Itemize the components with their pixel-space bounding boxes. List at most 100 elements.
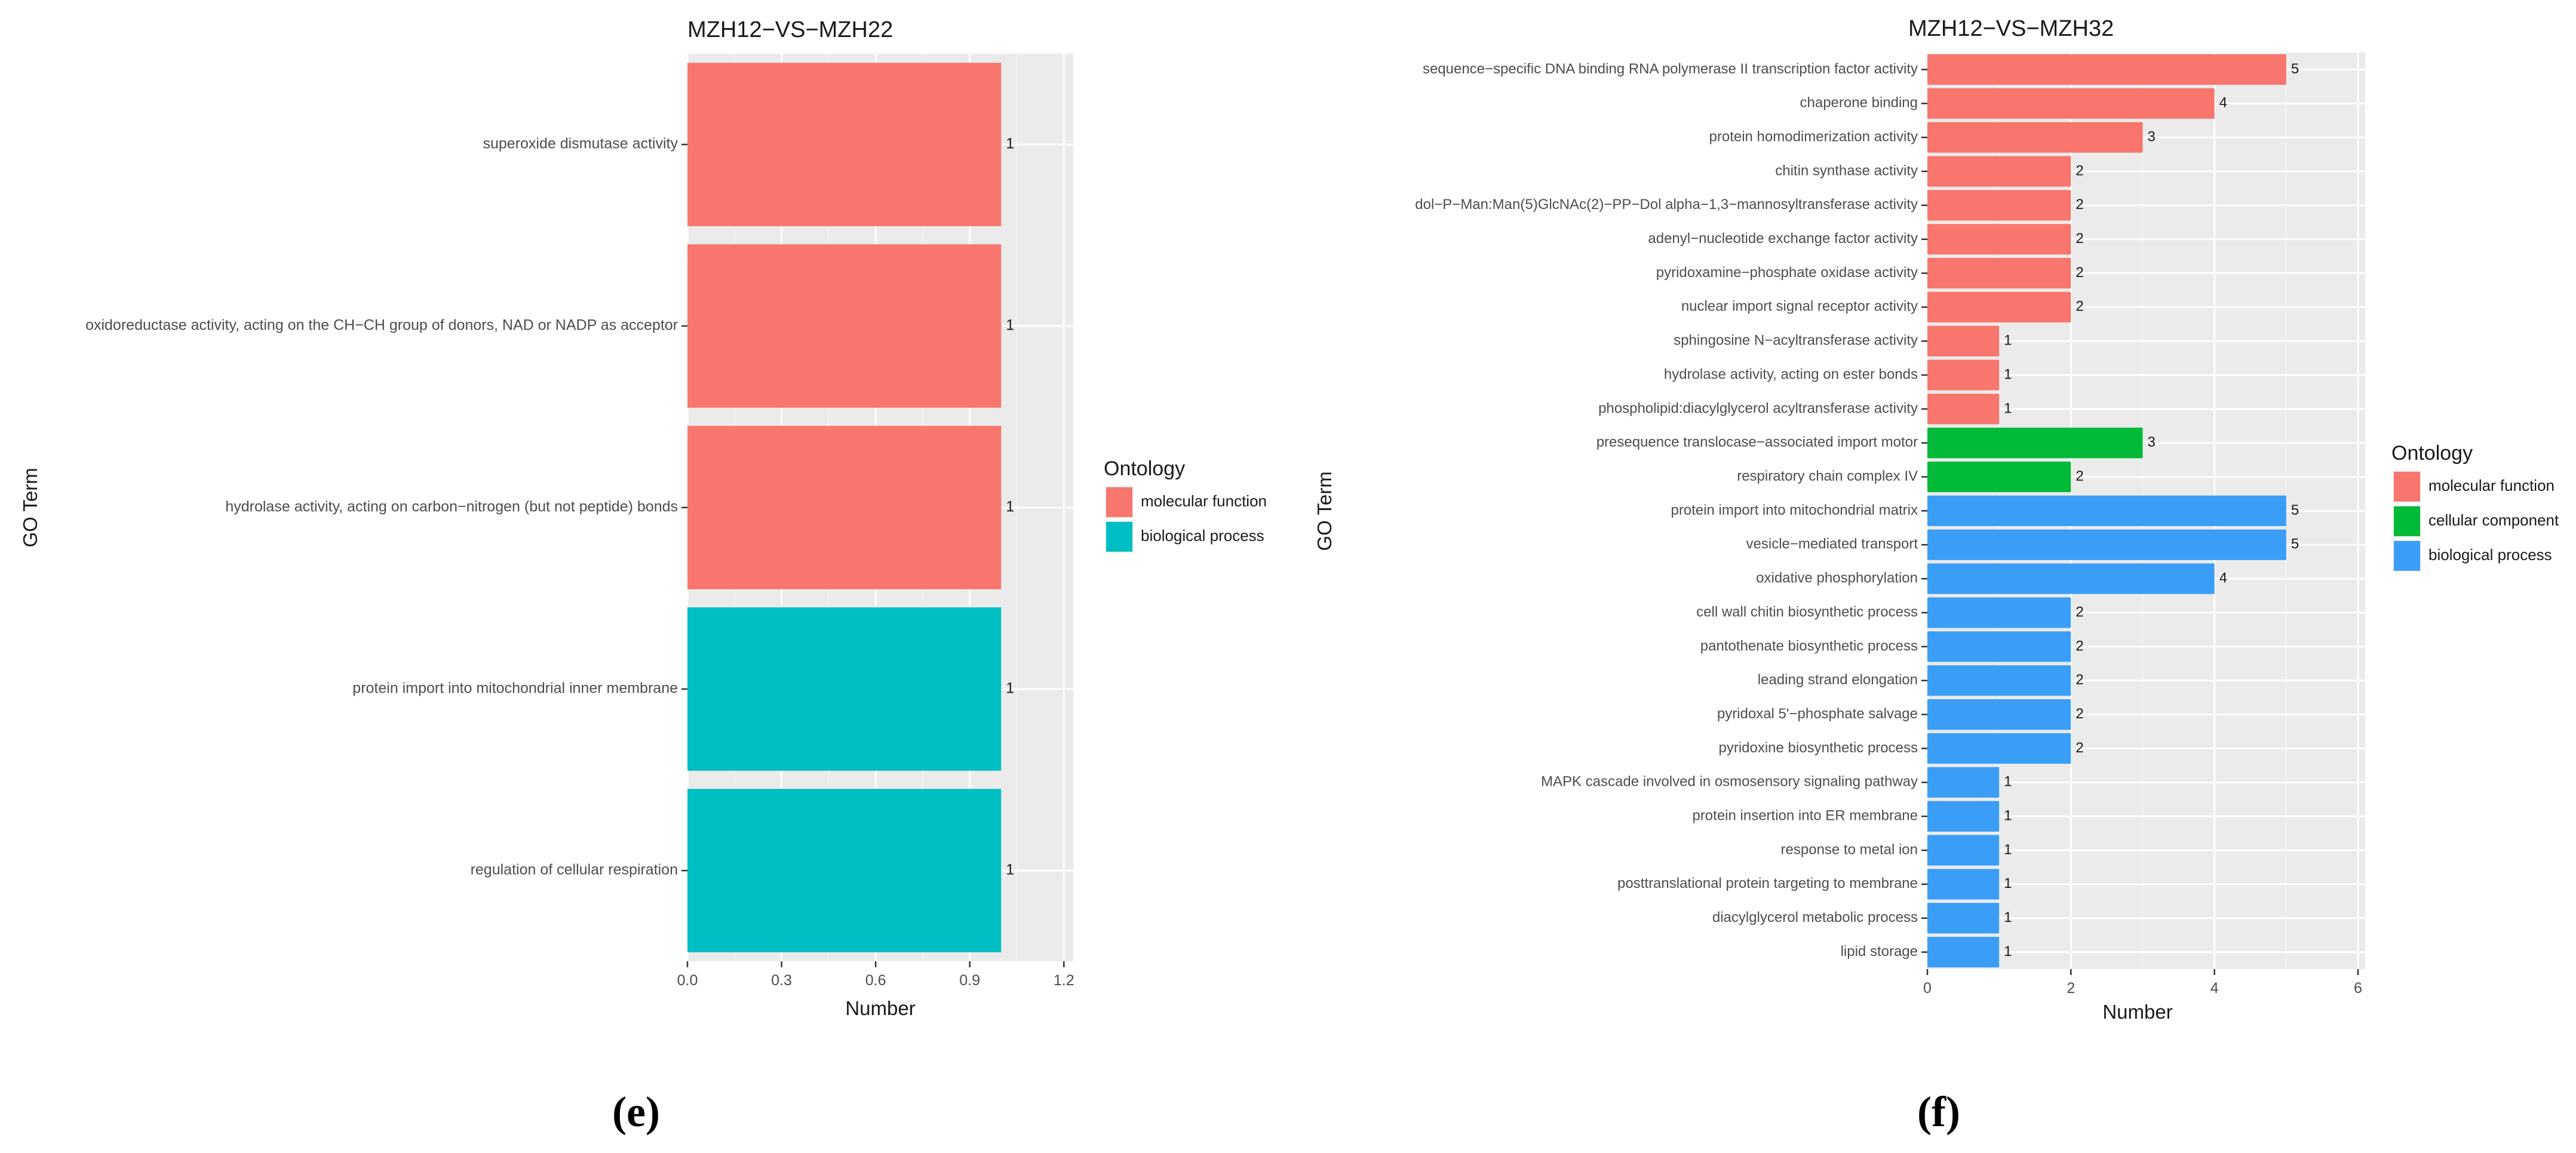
bar-value-label: 1 bbox=[2004, 875, 2012, 891]
legend: Ontology molecular function biological pro… bbox=[1104, 457, 1267, 553]
bar-value-label: 1 bbox=[2004, 808, 2012, 824]
chart-panel-f: 5 sequence−specific DNA binding RNA polym… bbox=[1313, 16, 2559, 1136]
y-tick-label: posttranslational protein targeting to m… bbox=[1617, 875, 1918, 891]
bar-value-label: 1 bbox=[2004, 909, 2012, 926]
y-tick-label: diacylglycerol metabolic process bbox=[1712, 909, 1918, 926]
x-tick-label: 6 bbox=[2354, 980, 2362, 997]
bar bbox=[1927, 325, 2000, 356]
bar bbox=[687, 607, 1002, 771]
y-tick-label: chitin synthase activity bbox=[1775, 162, 1918, 179]
y-tick-label: sequence−specific DNA binding RNA polyme… bbox=[1423, 61, 1918, 77]
bar-value-label: 1 bbox=[2004, 400, 2012, 416]
y-tick-label: leading strand elongation bbox=[1758, 672, 1918, 688]
legend-title: Ontology bbox=[2391, 442, 2473, 465]
y-tick-label: MAPK cascade involved in osmosensory sig… bbox=[1541, 774, 1918, 790]
chart-panel-e: 1 superoxide dismutase activity 1 oxidoredu… bbox=[19, 17, 1267, 1136]
y-tick-label: vesicle−mediated transport bbox=[1746, 536, 1918, 552]
bar bbox=[1927, 156, 2071, 187]
x-tick-label: 0 bbox=[1923, 980, 1932, 997]
y-tick-label: presequence translocase−associated impor… bbox=[1596, 434, 1918, 450]
bar-value-label: 5 bbox=[2291, 502, 2299, 518]
y-tick-label: chaperone binding bbox=[1800, 95, 1918, 111]
bar-value-label: 1 bbox=[2004, 841, 2012, 857]
y-tick-label: hydrolase activity, acting on ester bond… bbox=[1664, 366, 1918, 382]
bar-value-label: 5 bbox=[2291, 61, 2299, 77]
legend-item-label: molecular function bbox=[1141, 492, 1267, 510]
bar bbox=[687, 426, 1002, 589]
y-tick-label: protein import into mitochondrial inner … bbox=[352, 680, 678, 697]
y-tick-label: pyridoxamine−phosphate oxidase activity bbox=[1656, 265, 1918, 281]
x-tick-label: 0.6 bbox=[865, 972, 886, 989]
y-tick-label: oxidative phosphorylation bbox=[1756, 570, 1918, 586]
bar bbox=[1927, 393, 2000, 425]
panel-f-caption: (f) bbox=[1917, 1088, 1960, 1136]
x-tick-label: 0.9 bbox=[959, 972, 980, 989]
y-tick-label: protein import into mitochondrial matrix bbox=[1671, 502, 1918, 518]
bar bbox=[1927, 733, 2071, 764]
y-tick-label: dol−P−Man:Man(5)GlcNAc(2)−PP−Dol alpha−1… bbox=[1415, 196, 1918, 213]
legend-item-label: cellular component bbox=[2428, 511, 2559, 529]
bar-value-label: 1 bbox=[1006, 317, 1014, 334]
bar-value-label: 2 bbox=[2075, 740, 2083, 756]
chart-title: MZH12−VS−MZH32 bbox=[1908, 16, 2114, 41]
bar-value-label: 2 bbox=[2075, 706, 2083, 722]
bar bbox=[1927, 190, 2071, 221]
y-axis-title: GO Term bbox=[19, 468, 41, 547]
bar bbox=[1927, 495, 2286, 527]
bar bbox=[1927, 88, 2215, 119]
legend-swatch bbox=[2394, 541, 2420, 571]
bar-value-label: 2 bbox=[2075, 468, 2083, 484]
bar bbox=[687, 63, 1002, 226]
bar bbox=[1927, 869, 2000, 900]
y-tick-label: protein homodimerization activity bbox=[1709, 128, 1918, 144]
bar-value-label: 3 bbox=[2147, 434, 2155, 450]
bar-value-label: 2 bbox=[2075, 638, 2083, 654]
bar-value-label: 1 bbox=[1006, 499, 1014, 515]
x-tick-label: 4 bbox=[2210, 980, 2219, 997]
bar-value-label: 1 bbox=[2004, 774, 2012, 790]
x-tick-label: 2 bbox=[2067, 980, 2075, 997]
bar bbox=[1927, 903, 2000, 934]
legend-swatch bbox=[1106, 522, 1132, 552]
bar-value-label: 2 bbox=[2075, 265, 2083, 281]
y-tick-label: regulation of cellular respiration bbox=[471, 862, 678, 878]
bar bbox=[1927, 529, 2286, 560]
bar-value-label: 1 bbox=[2004, 333, 2012, 349]
y-tick-label: superoxide dismutase activity bbox=[483, 136, 678, 152]
bar-value-label: 2 bbox=[2075, 299, 2083, 315]
y-tick-label: adenyl−nucleotide exchange factor activi… bbox=[1648, 230, 1918, 247]
bar bbox=[1927, 936, 2000, 968]
x-tick-label: 0.3 bbox=[771, 972, 792, 989]
legend-title: Ontology bbox=[1104, 457, 1185, 480]
bar bbox=[1927, 699, 2071, 730]
y-tick-label: hydrolase activity, acting on carbon−nit… bbox=[225, 499, 678, 515]
y-tick-label: respiratory chain complex IV bbox=[1737, 468, 1918, 484]
bar-value-label: 4 bbox=[2219, 95, 2227, 111]
chart-title: MZH12−VS−MZH22 bbox=[687, 17, 893, 42]
bar-value-label: 2 bbox=[2075, 672, 2083, 688]
legend-item-label: biological process bbox=[2428, 546, 2552, 564]
bar bbox=[687, 789, 1002, 952]
x-tick-label: 0.0 bbox=[677, 972, 698, 989]
y-tick-label: phospholipid:diacylglycerol acyltransfer… bbox=[1598, 400, 1918, 416]
bar bbox=[1927, 54, 2286, 85]
legend-item-label: molecular function bbox=[2428, 476, 2554, 494]
bar bbox=[1927, 767, 2000, 798]
bar bbox=[1927, 122, 2143, 153]
y-tick-label: oxidoreductase activity, acting on the C… bbox=[85, 317, 678, 334]
bar-value-label: 5 bbox=[2291, 536, 2299, 552]
y-tick-label: response to metal ion bbox=[1781, 841, 1918, 857]
bar bbox=[1927, 563, 2215, 594]
legend-swatch bbox=[1106, 487, 1132, 517]
bar-value-label: 2 bbox=[2075, 162, 2083, 179]
bar-value-label: 1 bbox=[1006, 862, 1014, 878]
y-axis-title: GO Term bbox=[1313, 471, 1335, 551]
bar-value-label: 1 bbox=[2004, 943, 2012, 960]
y-tick-label: sphingosine N−acyltransferase activity bbox=[1674, 333, 1918, 349]
bar-value-label: 2 bbox=[2075, 604, 2083, 620]
bar bbox=[1927, 597, 2071, 628]
bar bbox=[1927, 665, 2071, 696]
bar-value-label: 4 bbox=[2219, 570, 2227, 586]
bar bbox=[1927, 257, 2071, 289]
bar bbox=[687, 244, 1002, 408]
